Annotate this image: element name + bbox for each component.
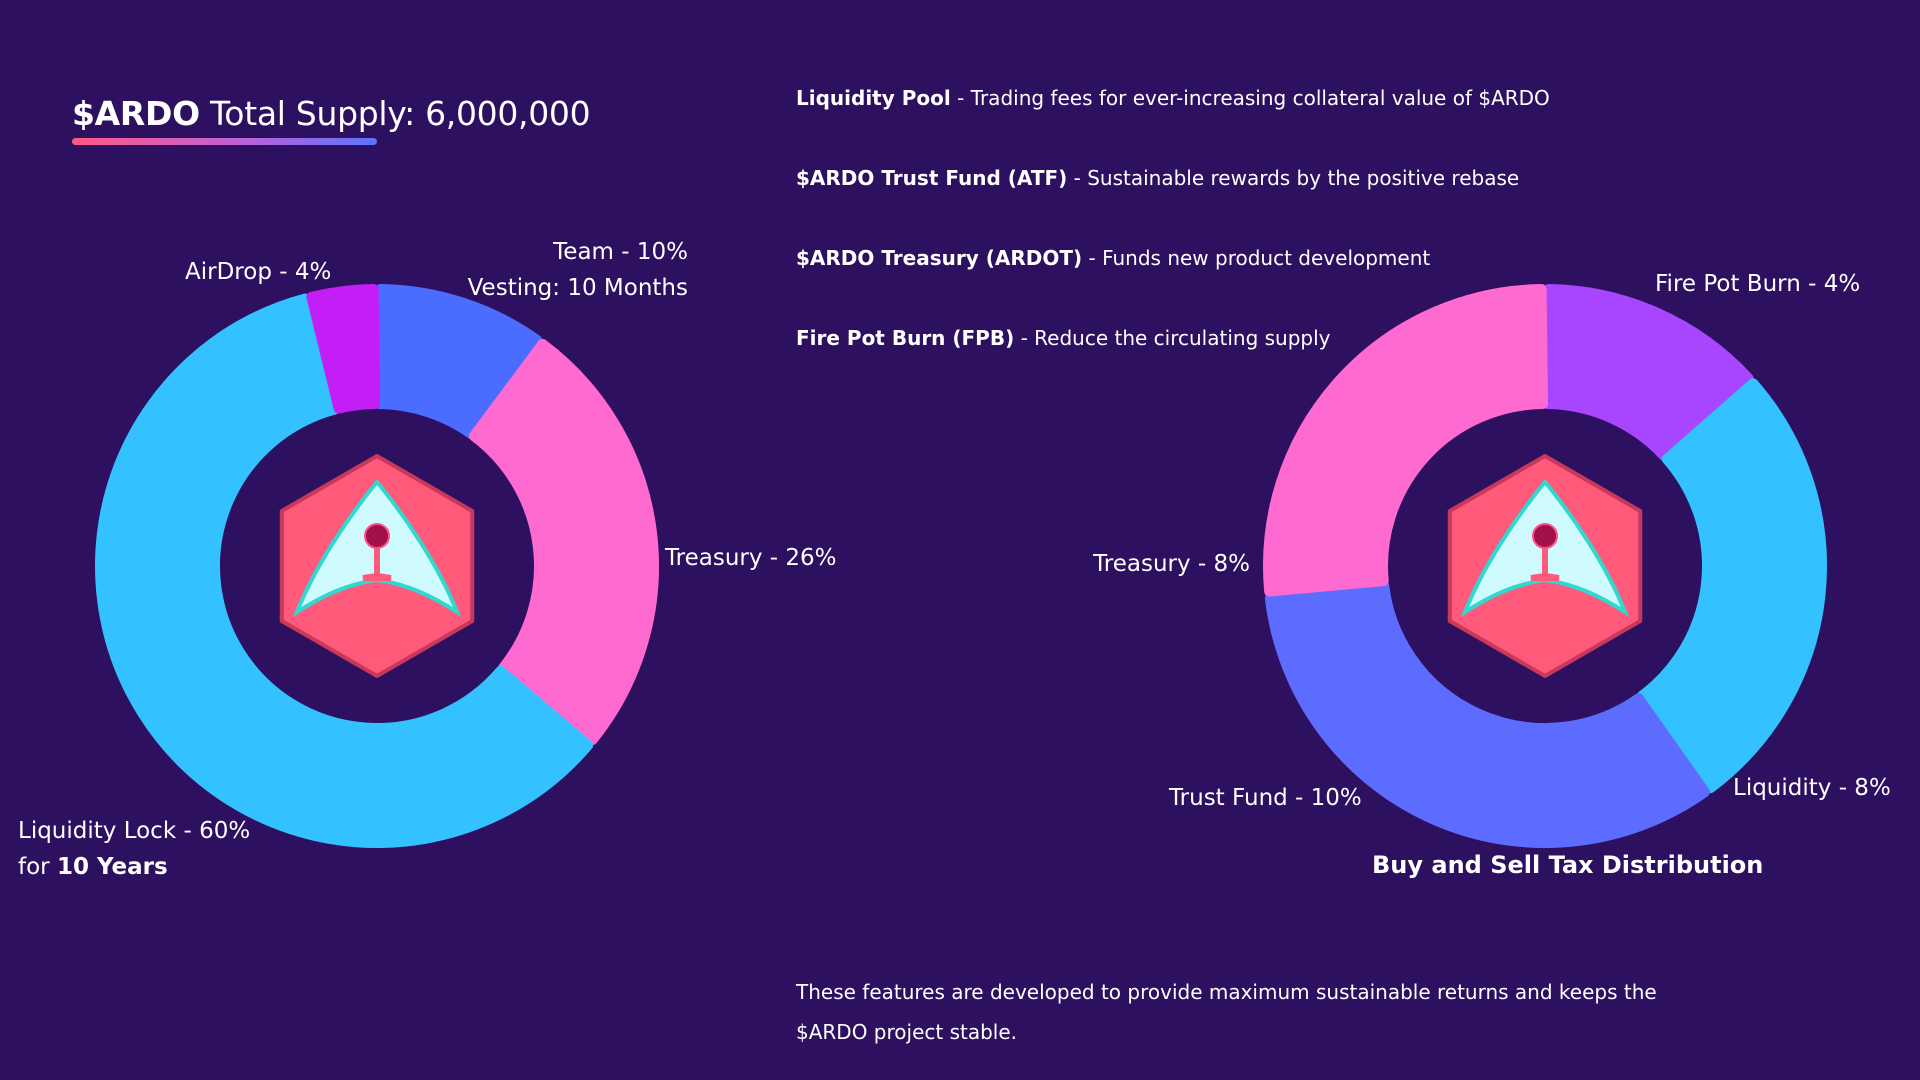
label-liquidity-lock-duration: for 10 Years (18, 849, 250, 885)
feature-desc: - Funds new product development (1082, 246, 1431, 270)
ardo-logo-left (279, 454, 475, 678)
logo-pin (364, 523, 390, 549)
donut-slice-team (373, 284, 543, 439)
feature-treasury: $ARDO Treasury (ARDOT) - Funds new produ… (796, 246, 1430, 270)
tax-donut (1263, 284, 1827, 848)
feature-name: $ARDO Treasury (ARDOT) (796, 246, 1083, 270)
logo-stem (1530, 538, 1560, 581)
donut-slice-treasury (468, 338, 659, 745)
feature-name: Fire Pot Burn (FPB) (796, 326, 1015, 350)
footnote: These features are developed to provide … (796, 980, 1657, 1044)
logo-pin (1532, 523, 1558, 549)
supply-title: $ARDO Total Supply: 6,000,000 (72, 94, 591, 133)
ardo-logo-right (1447, 454, 1643, 678)
label-for: for (18, 854, 57, 880)
donut-slice-trust-fund (1264, 579, 1711, 848)
logo-stem (362, 538, 392, 581)
donut-slice-airdrop (306, 284, 381, 414)
tax-chart-title: Buy and Sell Tax Distribution (1372, 851, 1764, 879)
label-years: 10 Years (56, 854, 168, 880)
feature-desc: - Sustainable rewards by the positive re… (1067, 166, 1520, 190)
label-airdrop: AirDrop - 4% (185, 259, 332, 285)
feature-fire-pot-burn: Fire Pot Burn (FPB) - Reduce the circula… (796, 326, 1331, 350)
supply-donut (95, 284, 659, 848)
label-trust-fund: Trust Fund - 10% (1169, 785, 1362, 811)
donut-slice-treasury (1263, 284, 1549, 597)
title-underline (72, 138, 377, 145)
donut-slice-liquidity-lock (95, 293, 594, 848)
donut-slice-liquidity (1636, 378, 1827, 794)
token-symbol: $ARDO (72, 94, 200, 133)
feature-liquidity-pool: Liquidity Pool - Trading fees for ever-i… (796, 86, 1550, 110)
label-treasury-tax: Treasury - 8% (1093, 551, 1250, 577)
label-treasury-supply: Treasury - 26% (665, 545, 837, 571)
label-fire-pot-burn: Fire Pot Burn - 4% (1655, 271, 1861, 297)
feature-trust-fund: $ARDO Trust Fund (ATF) - Sustainable rew… (796, 166, 1519, 190)
label-team-vesting: Vesting: 10 Months (467, 275, 688, 301)
label-liquidity-lock-pct: Liquidity Lock - 60% (18, 818, 251, 844)
supply-text: Total Supply: 6,000,000 (199, 94, 591, 133)
label-team-pct: Team - 10% (553, 239, 688, 265)
feature-desc: - Reduce the circulating supply (1014, 326, 1331, 350)
feature-desc: - Trading fees for ever-increasing colla… (950, 86, 1550, 110)
donut-slice-fire-pot-burn (1541, 284, 1754, 462)
label-liquidity-lock: Liquidity Lock - 60% for 10 Years (18, 813, 250, 885)
label-liquidity-tax: Liquidity - 8% (1733, 775, 1891, 801)
feature-name: Liquidity Pool (796, 86, 951, 110)
feature-name: $ARDO Trust Fund (ATF) (796, 166, 1068, 190)
label-team: Team - 10% Vesting: 10 Months (468, 234, 688, 306)
